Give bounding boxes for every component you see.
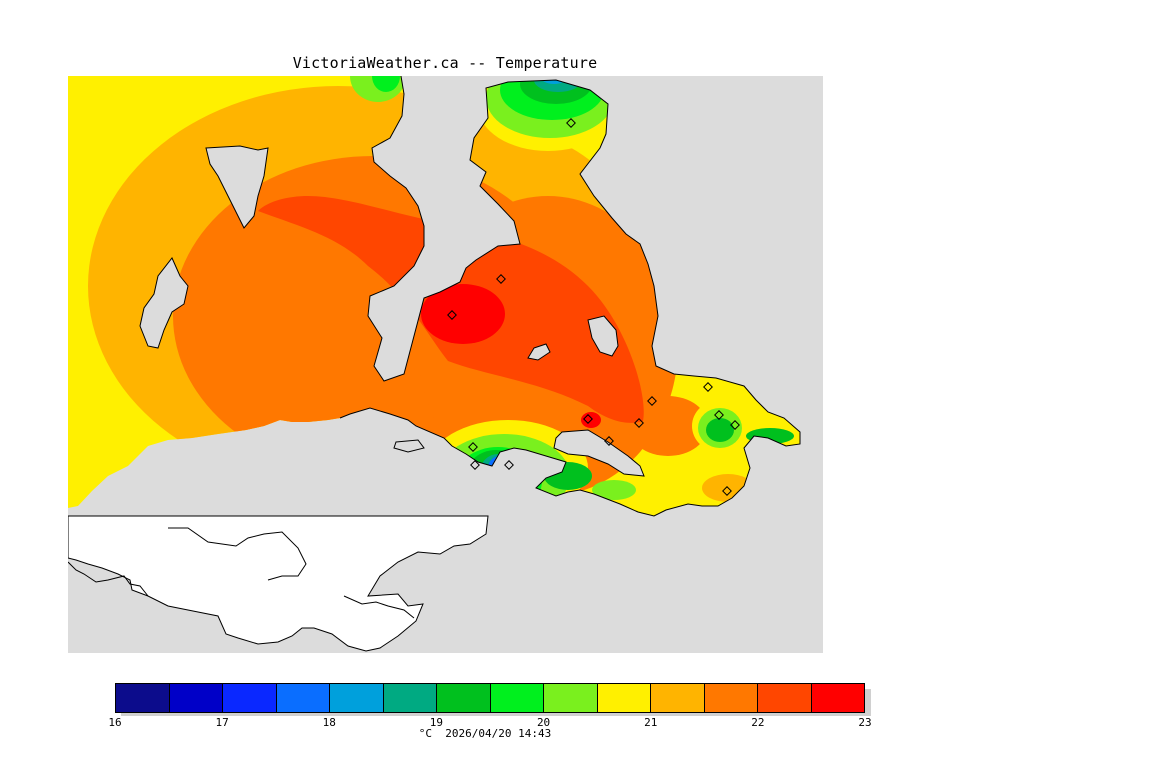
lake-outline — [393, 439, 425, 453]
lake-outline — [205, 145, 269, 229]
station-marker[interactable] — [634, 418, 644, 428]
station-marker[interactable] — [714, 410, 724, 420]
station-marker[interactable] — [730, 420, 740, 430]
legend-swatch — [276, 684, 330, 712]
legend-swatch — [330, 684, 384, 712]
timestamp: 2026/04/20 14:43 — [445, 727, 552, 740]
legend-swatch — [116, 684, 170, 712]
legend-swatch — [704, 684, 758, 712]
station-marker[interactable] — [470, 460, 480, 470]
legend-tick-label: 19 — [429, 716, 444, 729]
legend-swatch — [383, 684, 437, 712]
station-marker[interactable] — [447, 310, 457, 320]
station-marker[interactable] — [604, 436, 614, 446]
station-marker[interactable] — [468, 442, 478, 452]
legend-tick-label: 21 — [644, 716, 658, 729]
station-marker[interactable] — [566, 118, 576, 128]
station-marker[interactable] — [496, 274, 506, 284]
color-legend — [115, 683, 871, 716]
station-marker[interactable] — [722, 486, 732, 496]
lake-outline — [587, 315, 619, 357]
legend-swatch — [651, 684, 705, 712]
legend-swatch — [223, 684, 277, 712]
station-markers — [447, 118, 740, 496]
legend-tick-label: 22 — [751, 716, 765, 729]
harbour-outline — [553, 429, 645, 477]
legend-swatch — [169, 684, 223, 712]
inlet-outline — [139, 257, 189, 349]
legend-swatch — [437, 684, 491, 712]
legend-tick-label: 17 — [215, 716, 229, 729]
us-landmass — [68, 515, 489, 652]
vancouver-island-coastline — [339, 76, 801, 517]
legend-swatch — [597, 684, 651, 712]
legend-tick-label: 16 — [108, 716, 122, 729]
map-title: VictoriaWeather.ca -- Temperature — [0, 54, 890, 72]
legend-swatch — [544, 684, 598, 712]
legend-caption: °C 2026/04/20 14:43 — [0, 727, 970, 740]
legend-swatch — [758, 684, 812, 712]
station-marker[interactable] — [504, 460, 514, 470]
station-marker[interactable] — [583, 414, 593, 424]
temperature-map — [68, 76, 823, 653]
legend-ticks: 16 17 18 19 20 21 22 23 — [108, 716, 871, 730]
lake-outline — [527, 343, 551, 361]
legend-swatch — [490, 684, 544, 712]
station-marker[interactable] — [647, 396, 657, 406]
legend-swatch — [811, 684, 864, 712]
us-coast-detail — [68, 527, 415, 619]
map-title-text: VictoriaWeather.ca -- Temperature — [292, 54, 598, 72]
legend-tick-label: 20 — [536, 716, 551, 729]
unit-label: °C — [418, 727, 433, 740]
legend-tick-label: 23 — [858, 716, 872, 729]
station-marker[interactable] — [703, 382, 713, 392]
legend-tick-label: 18 — [322, 716, 336, 729]
legend-bar — [115, 683, 865, 713]
map-canvas — [68, 76, 823, 653]
